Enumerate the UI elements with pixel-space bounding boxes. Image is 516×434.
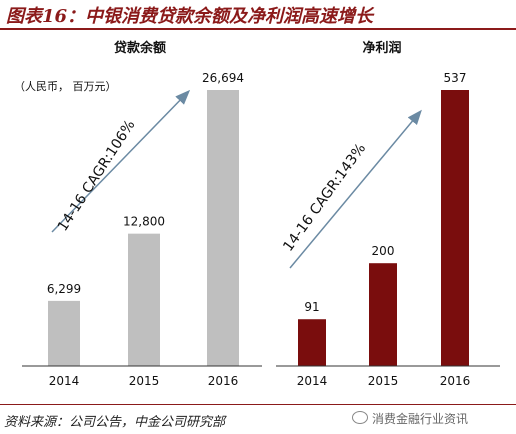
loan-bar-2014: [48, 300, 80, 366]
source-note: 资料来源：公司公告，中金公司研究部: [4, 415, 226, 430]
header: 图表16：中银消费贷款余额及净利润高速增长: [0, 0, 516, 30]
profit-chart-title: 净利润: [362, 40, 401, 56]
loan-bar-2016: [207, 90, 239, 366]
profit-value-label-2015: 200: [372, 244, 395, 258]
profit-tick-label-2016: 2016: [440, 374, 471, 388]
loan-growth-arrow: [51, 89, 191, 233]
profit-tick-label-2015: 2015: [368, 374, 399, 388]
loan-bar-2015: [128, 233, 160, 366]
profit-value-label-2016: 537: [444, 71, 467, 85]
profit-tick-label-2014: 2014: [297, 374, 328, 388]
profit-bar-2016: [441, 90, 469, 366]
loan-value-label-2014: 6,299: [47, 282, 81, 296]
profit-growth-arrow: [289, 109, 422, 269]
profit-bar-2014: [298, 319, 326, 366]
loan-chart-title: 贷款余额: [114, 40, 166, 56]
profit-bar-2015: [369, 263, 397, 366]
profit-value-label-2014: 91: [304, 300, 319, 314]
loan-value-label-2015: 12,800: [123, 215, 165, 229]
page-title: 图表16：中银消费贷款余额及净利润高速增长: [6, 6, 374, 27]
loan-value-label-2016: 26,694: [202, 71, 244, 85]
loan-tick-label-2016: 2016: [208, 374, 239, 388]
loan-tick-label-2014: 2014: [49, 374, 80, 388]
profit-cagr-annotation: 14-16 CAGR:143%: [280, 141, 369, 255]
footer-rule: [0, 404, 516, 405]
watermark: 消费金融行业资讯: [352, 410, 468, 427]
title-rule: [0, 28, 516, 30]
wechat-icon: [352, 411, 368, 424]
loan-unit-note: （人民币， 百万元）: [14, 80, 117, 93]
watermark-text: 消费金融行业资讯: [372, 412, 469, 426]
loan-tick-label-2015: 2015: [129, 374, 160, 388]
